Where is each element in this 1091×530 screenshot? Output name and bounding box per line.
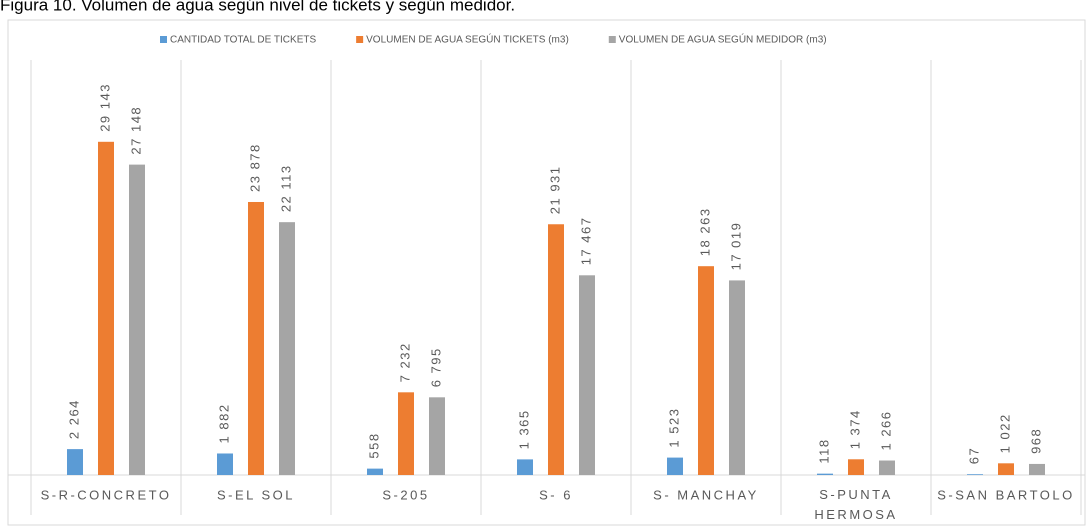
data-label: 1 022 [997,413,1012,453]
data-label: 17 019 [728,222,743,271]
x-tick-label: S-PUNTA HERMOSA [814,487,897,522]
bar [579,275,595,475]
bar [848,459,864,475]
bar [129,164,145,476]
data-label: 17 467 [578,217,593,266]
legend-label: VOLUMEN DE AGUA SEGÚN MEDIDOR (m3) [619,33,827,46]
data-label: 6 795 [428,347,443,387]
legend-label: VOLUMEN DE AGUA SEGÚN TICKETS (m3) [366,33,569,46]
chart-title: Figura 10. Volumen de agua según nivel d… [0,0,515,14]
x-tick-label: S-EL SOL [217,487,295,502]
bar [67,449,83,475]
bar [698,266,714,475]
x-tick-label: S-R-CONCRETO [41,487,172,502]
data-label: 558 [366,432,381,458]
legend-swatch [356,36,364,43]
bar [667,457,683,475]
data-label: 29 143 [97,83,112,132]
legend-swatch [608,36,616,43]
bar [217,453,233,475]
data-label: 22 113 [278,164,293,212]
data-label: 18 263 [697,207,712,256]
x-tick-label: S-SAN BARTOLO [937,487,1075,502]
bar [879,460,895,475]
x-tick-label: S- 6 [539,487,573,502]
data-label: 67 [966,447,981,464]
data-label: 2 264 [66,399,81,439]
bar [967,474,983,475]
data-label: 1 523 [666,408,681,448]
bar [98,141,114,475]
data-label: 1 374 [847,409,862,449]
bar [1029,463,1045,475]
data-label: 7 232 [397,342,412,382]
bar [279,222,295,475]
chart-frame [7,19,1086,526]
bar [517,459,533,475]
x-tick-label: S- MANCHAY [653,487,759,502]
bar [817,473,833,475]
bar [248,201,264,475]
data-label: 968 [1028,428,1043,454]
legend-swatch [160,36,167,43]
data-label: 1 365 [516,409,531,449]
legend-label: CANTIDAD TOTAL DE TICKETS [170,35,316,46]
data-label: 1 266 [878,410,893,450]
data-label: 27 148 [128,106,143,155]
bar [398,392,414,475]
bar [729,280,745,475]
data-label: 21 931 [547,165,562,214]
data-label: 1 882 [216,403,231,443]
bar [429,397,445,475]
bar [548,224,564,475]
x-tick-label: S-205 [382,487,429,502]
data-label: 23 878 [247,143,262,192]
bar [367,468,383,475]
data-label: 118 [816,438,831,463]
bar [998,463,1014,475]
